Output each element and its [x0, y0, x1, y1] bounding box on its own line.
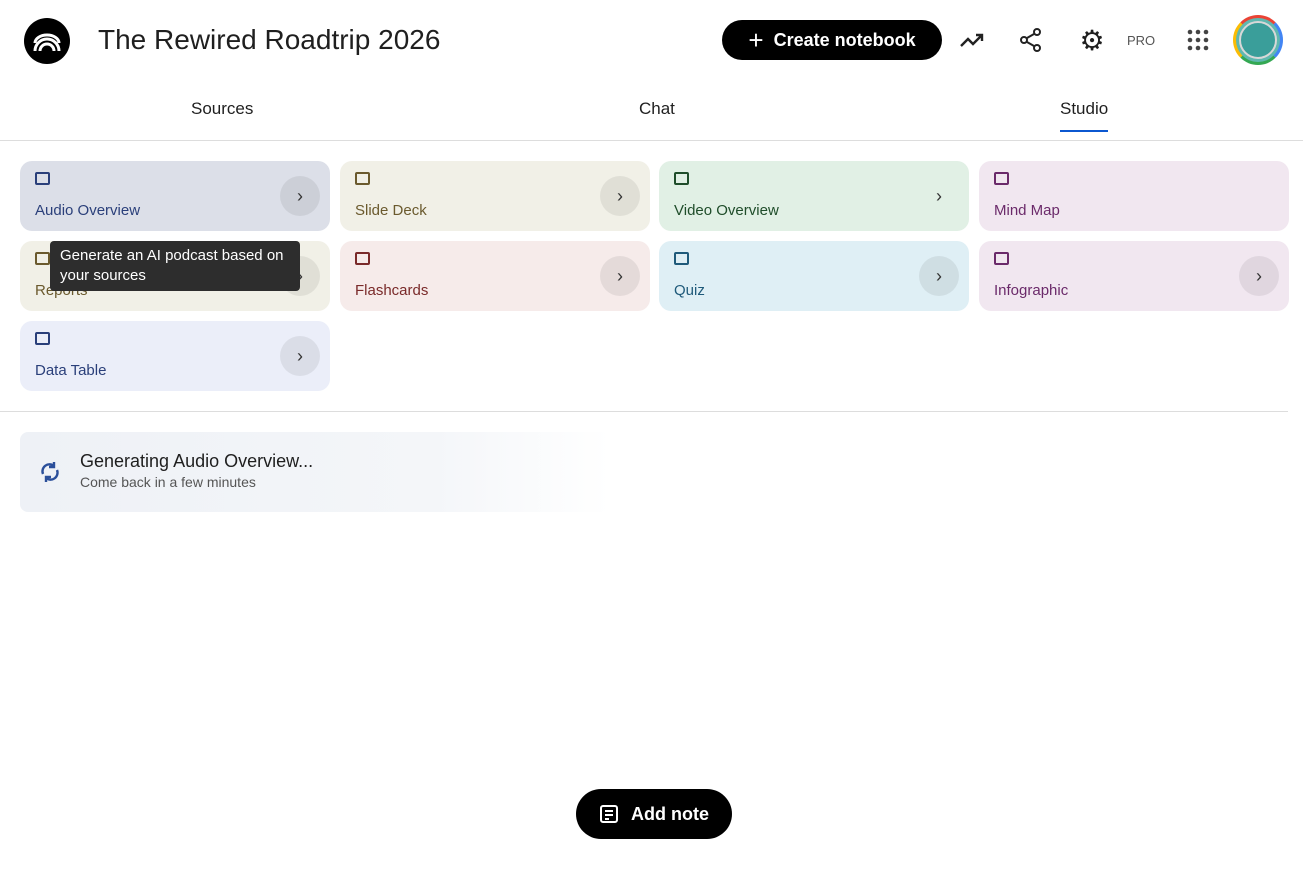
note-icon: [600, 805, 618, 823]
share-icon[interactable]: [1017, 26, 1045, 54]
chevron-right-icon[interactable]: ›: [280, 176, 320, 216]
notebook-title[interactable]: The Rewired Roadtrip 2026: [98, 24, 441, 55]
studio-card-video-overview[interactable]: Video Overview ›: [659, 161, 969, 231]
card-label: Quiz: [674, 282, 705, 299]
generating-audio-overview-item: Generating Audio Overview... Come back i…: [20, 432, 610, 512]
add-note-button[interactable]: Add note: [576, 789, 732, 839]
studio-card-slide-deck[interactable]: Slide Deck ›: [340, 161, 650, 231]
quiz-icon: [674, 252, 689, 265]
card-label: Mind Map: [994, 202, 1060, 219]
card-label: Slide Deck: [355, 202, 427, 219]
reports-icon: [35, 252, 50, 265]
tab-studio[interactable]: Studio: [1060, 99, 1109, 132]
pro-badge: PRO: [1127, 33, 1156, 48]
tab-bar: Sources Chat Studio: [0, 80, 1303, 141]
analytics-icon[interactable]: [958, 26, 986, 54]
table-icon: [35, 332, 50, 345]
studio-card-data-table[interactable]: Data Table ›: [20, 321, 330, 391]
divider: [0, 411, 1288, 412]
chevron-right-icon[interactable]: ›: [919, 256, 959, 296]
flashcards-icon: [355, 252, 370, 265]
card-label: Video Overview: [674, 202, 779, 219]
create-notebook-label: Create notebook: [773, 29, 916, 50]
card-label: Flashcards: [355, 282, 429, 299]
apps-grid-icon[interactable]: [1184, 26, 1212, 54]
tooltip: Generate an AI podcast based on your sou…: [50, 241, 300, 291]
studio-card-infographic[interactable]: Infographic ›: [979, 241, 1289, 311]
generating-subtitle: Come back in a few minutes: [80, 474, 256, 490]
tab-sources[interactable]: Sources: [191, 99, 254, 118]
chevron-right-icon[interactable]: ›: [600, 176, 640, 216]
slides-icon: [355, 172, 370, 185]
mind-map-icon: [994, 172, 1009, 185]
video-icon: [674, 172, 689, 185]
card-label: Data Table: [35, 362, 107, 379]
studio-card-audio-overview[interactable]: Audio Overview ›: [20, 161, 330, 231]
settings-gear-icon[interactable]: ⚙: [1079, 24, 1105, 56]
infographic-icon: [994, 252, 1009, 265]
header: The Rewired Roadtrip 2026 + Create notebo…: [0, 0, 1303, 80]
card-label: Audio Overview: [35, 202, 141, 219]
chevron-right-icon[interactable]: ›: [1239, 256, 1279, 296]
chevron-right-icon[interactable]: ›: [280, 336, 320, 376]
chevron-right-icon[interactable]: ›: [936, 185, 942, 206]
studio-card-quiz[interactable]: Quiz ›: [659, 241, 969, 311]
card-label: Infographic: [994, 282, 1069, 299]
sync-icon: [38, 460, 62, 484]
generating-title: Generating Audio Overview...: [80, 451, 314, 471]
add-note-label: Add note: [631, 803, 709, 824]
create-notebook-button[interactable]: + Create notebook: [722, 20, 942, 60]
user-avatar[interactable]: [1233, 15, 1283, 65]
plus-icon: +: [748, 25, 764, 55]
notebooklm-logo[interactable]: [24, 18, 70, 64]
tab-chat[interactable]: Chat: [639, 99, 675, 118]
studio-card-mind-map[interactable]: Mind Map: [979, 161, 1289, 231]
chevron-right-icon[interactable]: ›: [600, 256, 640, 296]
studio-card-flashcards[interactable]: Flashcards ›: [340, 241, 650, 311]
audio-waveform-icon: [35, 172, 50, 185]
